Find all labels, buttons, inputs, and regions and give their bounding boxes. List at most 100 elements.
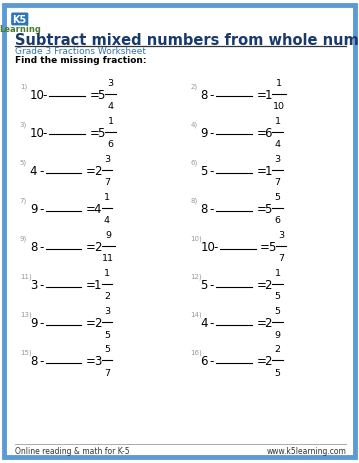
Text: -: - bbox=[39, 354, 43, 367]
Text: -: - bbox=[210, 164, 214, 177]
FancyBboxPatch shape bbox=[4, 6, 355, 457]
Text: -: - bbox=[39, 278, 43, 291]
Text: 10: 10 bbox=[200, 240, 215, 253]
Text: 5: 5 bbox=[104, 330, 110, 339]
Text: Online reading & math for K-5: Online reading & math for K-5 bbox=[15, 445, 130, 455]
Text: 2: 2 bbox=[94, 240, 101, 253]
Text: 10: 10 bbox=[30, 88, 45, 101]
Text: =: = bbox=[256, 278, 266, 291]
Text: 2: 2 bbox=[264, 278, 272, 291]
Text: 5: 5 bbox=[264, 202, 272, 215]
Text: 5: 5 bbox=[275, 368, 280, 377]
Text: =: = bbox=[86, 278, 96, 291]
Text: 5: 5 bbox=[200, 164, 208, 177]
Text: =: = bbox=[89, 88, 99, 101]
Text: =: = bbox=[256, 126, 266, 139]
Text: 9: 9 bbox=[200, 126, 208, 139]
Text: 9: 9 bbox=[30, 202, 37, 215]
Text: 4: 4 bbox=[94, 202, 101, 215]
Text: 2): 2) bbox=[190, 83, 197, 90]
Text: =: = bbox=[260, 240, 270, 253]
Text: 15): 15) bbox=[20, 349, 31, 356]
Text: 6: 6 bbox=[200, 354, 208, 367]
Text: =: = bbox=[256, 202, 266, 215]
Text: -: - bbox=[210, 202, 214, 215]
Text: 2: 2 bbox=[94, 164, 101, 177]
Text: 5): 5) bbox=[20, 159, 27, 166]
Text: 9: 9 bbox=[106, 231, 111, 240]
Text: 11): 11) bbox=[20, 273, 32, 280]
Text: -: - bbox=[43, 88, 47, 101]
Text: 8): 8) bbox=[190, 197, 197, 204]
Text: 7: 7 bbox=[275, 178, 280, 187]
Text: 5: 5 bbox=[97, 126, 105, 139]
Text: 16): 16) bbox=[190, 349, 202, 356]
Text: 14): 14) bbox=[190, 311, 202, 318]
Text: 12): 12) bbox=[190, 273, 202, 280]
Text: =: = bbox=[256, 354, 266, 367]
Text: 5: 5 bbox=[275, 292, 280, 301]
Text: K5: K5 bbox=[13, 15, 27, 25]
Text: 10: 10 bbox=[273, 102, 285, 111]
Text: 3: 3 bbox=[94, 354, 101, 367]
Text: -: - bbox=[39, 316, 43, 329]
Text: 5: 5 bbox=[200, 278, 208, 291]
Text: 1: 1 bbox=[264, 88, 272, 101]
Text: 3: 3 bbox=[274, 155, 281, 164]
Text: =: = bbox=[86, 202, 96, 215]
Text: 5: 5 bbox=[268, 240, 275, 253]
Text: -: - bbox=[210, 354, 214, 367]
Text: 10): 10) bbox=[190, 235, 202, 242]
Text: -: - bbox=[39, 164, 43, 177]
Text: 4: 4 bbox=[200, 316, 208, 329]
Text: 1: 1 bbox=[94, 278, 101, 291]
Text: -: - bbox=[43, 126, 47, 139]
Text: 10: 10 bbox=[30, 126, 45, 139]
Text: =: = bbox=[256, 88, 266, 101]
Text: 1: 1 bbox=[264, 164, 272, 177]
Text: 7: 7 bbox=[104, 368, 110, 377]
Text: -: - bbox=[210, 316, 214, 329]
Text: Find the missing fraction:: Find the missing fraction: bbox=[15, 56, 146, 65]
Text: 3: 3 bbox=[104, 307, 110, 316]
Text: 1: 1 bbox=[104, 269, 110, 278]
Text: 1: 1 bbox=[275, 117, 280, 126]
Text: www.k5learning.com: www.k5learning.com bbox=[267, 445, 346, 455]
Text: 2: 2 bbox=[94, 316, 101, 329]
Text: 13): 13) bbox=[20, 311, 32, 318]
Text: 3: 3 bbox=[30, 278, 37, 291]
Text: Subtract mixed numbers from whole numbers: Subtract mixed numbers from whole number… bbox=[15, 33, 359, 48]
Text: -: - bbox=[210, 88, 214, 101]
Text: =: = bbox=[86, 354, 96, 367]
Text: 2: 2 bbox=[264, 316, 272, 329]
Text: 5: 5 bbox=[275, 193, 280, 202]
Text: 9): 9) bbox=[20, 235, 27, 242]
Text: 4: 4 bbox=[275, 140, 280, 149]
Text: -: - bbox=[210, 278, 214, 291]
Text: 7: 7 bbox=[104, 178, 110, 187]
Text: 3: 3 bbox=[104, 155, 110, 164]
Text: 6): 6) bbox=[190, 159, 197, 166]
Text: 1: 1 bbox=[275, 269, 280, 278]
Text: -: - bbox=[39, 202, 43, 215]
Text: 1: 1 bbox=[104, 193, 110, 202]
Text: 9: 9 bbox=[275, 330, 280, 339]
Text: 2: 2 bbox=[264, 354, 272, 367]
Text: 4: 4 bbox=[104, 216, 110, 225]
Text: =: = bbox=[89, 126, 99, 139]
Text: -: - bbox=[213, 240, 218, 253]
Text: 7: 7 bbox=[278, 254, 284, 263]
Text: =: = bbox=[86, 316, 96, 329]
Text: 6: 6 bbox=[108, 140, 113, 149]
Text: 8: 8 bbox=[200, 202, 208, 215]
Text: 6: 6 bbox=[264, 126, 272, 139]
Text: 8: 8 bbox=[30, 354, 37, 367]
Text: =: = bbox=[256, 316, 266, 329]
Text: 2: 2 bbox=[275, 344, 280, 354]
Text: 7): 7) bbox=[20, 197, 27, 204]
Text: 3: 3 bbox=[278, 231, 284, 240]
Text: 4: 4 bbox=[30, 164, 37, 177]
Text: -: - bbox=[210, 126, 214, 139]
Text: -: - bbox=[39, 240, 43, 253]
Text: 9: 9 bbox=[30, 316, 37, 329]
